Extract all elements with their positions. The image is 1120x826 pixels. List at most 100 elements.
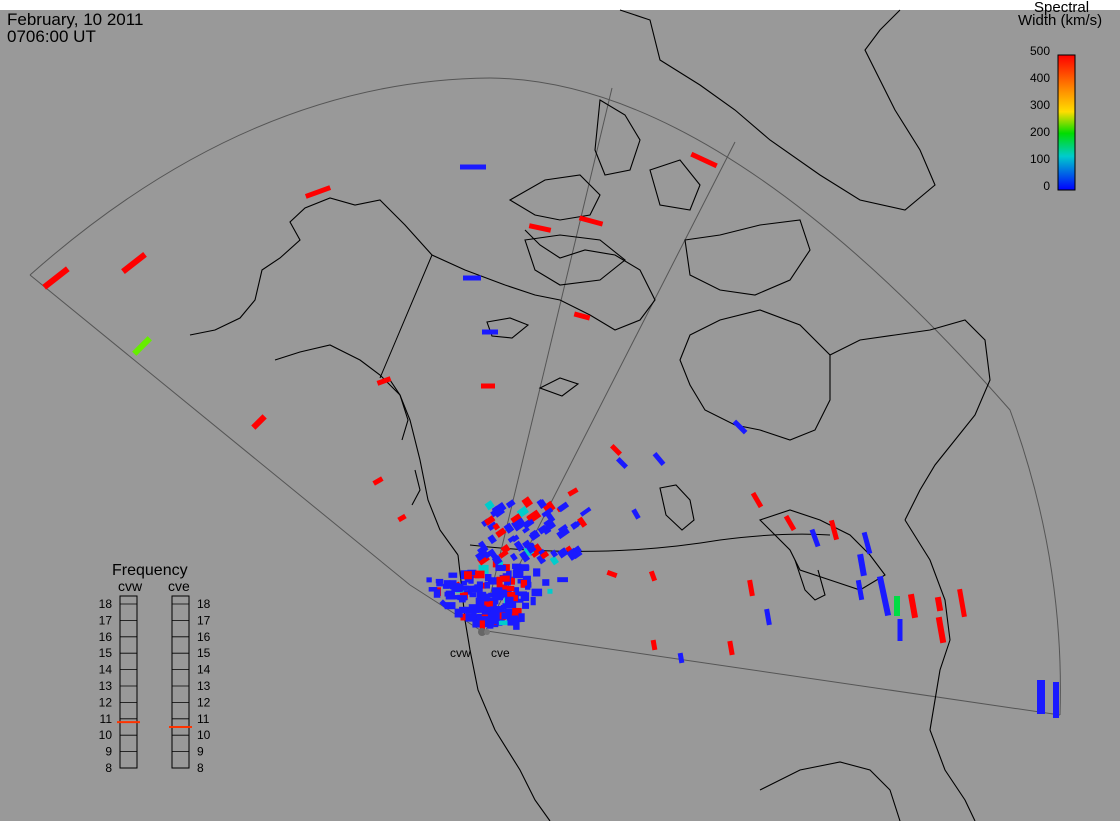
scatter-cell bbox=[504, 608, 515, 614]
frequency-tick-label: 12 bbox=[197, 695, 211, 709]
scatter-cell bbox=[510, 513, 522, 524]
scatter-cell bbox=[473, 614, 485, 624]
scatter-cell bbox=[489, 606, 498, 611]
scatter-cell bbox=[505, 612, 511, 618]
scatter-cell bbox=[507, 591, 516, 598]
scatter-cell bbox=[480, 616, 490, 625]
scatter-cell bbox=[525, 542, 537, 554]
frequency-tick-label: 17 bbox=[99, 613, 113, 627]
scatter-cell bbox=[536, 554, 547, 565]
frequency-tick-label: 13 bbox=[99, 679, 113, 693]
scatter-cell bbox=[541, 507, 554, 518]
scatter-cell bbox=[462, 608, 469, 614]
scatter-cell bbox=[492, 522, 501, 531]
scatter-cell bbox=[448, 572, 458, 578]
scatter-cell bbox=[934, 596, 944, 612]
scatter-cell bbox=[457, 585, 468, 591]
scatter-cell bbox=[501, 589, 511, 599]
colorbar-tick-label: 100 bbox=[1030, 152, 1050, 166]
scatter-cell bbox=[538, 498, 547, 508]
frequency-tick-label: 11 bbox=[100, 712, 113, 726]
scatter-cell bbox=[557, 501, 570, 513]
scatter-cell bbox=[727, 640, 735, 656]
scatter-cell bbox=[556, 526, 570, 540]
scatter-cell bbox=[861, 531, 873, 555]
scatter-cell bbox=[376, 376, 392, 386]
scatter-cell bbox=[458, 595, 468, 601]
scatter-cell bbox=[512, 607, 522, 615]
scatter-cell bbox=[511, 534, 520, 543]
scatter-cell bbox=[809, 528, 821, 548]
scatter-cell bbox=[372, 476, 384, 486]
scatter-cell bbox=[483, 606, 491, 614]
scatter-cell bbox=[488, 592, 498, 598]
scatter-cell bbox=[487, 577, 499, 585]
scatter-cell bbox=[690, 151, 718, 169]
scatter-cell bbox=[1053, 682, 1059, 718]
scatter-cell bbox=[648, 570, 658, 582]
colorbar-title-line2: Width (km/s) bbox=[1018, 12, 1103, 29]
scatter-cell bbox=[454, 608, 463, 618]
scatter-cell bbox=[480, 593, 490, 602]
scatter-cell bbox=[493, 619, 503, 625]
scatter-cell bbox=[897, 619, 903, 641]
scatter-cell bbox=[578, 215, 604, 227]
field-of-view-outline bbox=[29, 77, 1061, 716]
scatter-cell bbox=[764, 608, 772, 626]
scatter-cell bbox=[542, 500, 556, 514]
scatter-cell bbox=[467, 585, 478, 593]
scatter-cell bbox=[449, 583, 460, 590]
frequency-tick-label: 18 bbox=[197, 597, 211, 611]
scatter-cell bbox=[502, 564, 510, 571]
scatter-cell bbox=[451, 587, 462, 592]
radar-site-cve bbox=[484, 629, 490, 635]
scatter-cell bbox=[483, 515, 496, 526]
scatter-cell bbox=[522, 526, 530, 534]
scatter-cell bbox=[509, 552, 518, 562]
scatter-cell bbox=[650, 639, 658, 651]
scatter-cell bbox=[606, 569, 618, 579]
scatter-cell bbox=[631, 508, 641, 520]
scatter-cell bbox=[573, 311, 591, 321]
scatter-cell bbox=[732, 419, 748, 435]
scatter-cell bbox=[465, 613, 475, 622]
colorbar-title-line1: Spectral bbox=[1034, 0, 1090, 16]
scatter-cell bbox=[487, 621, 494, 629]
scatter-cell bbox=[500, 544, 511, 554]
scatter-cell bbox=[557, 524, 568, 534]
scatter-cell bbox=[464, 590, 472, 595]
scatter-cell bbox=[511, 595, 518, 602]
scatter-cell bbox=[525, 585, 531, 590]
scatter-cell bbox=[476, 581, 483, 589]
scatter-cell bbox=[464, 577, 471, 583]
scatter-cell bbox=[397, 513, 407, 523]
scatter-cell bbox=[489, 600, 497, 608]
scatter-cell bbox=[652, 452, 666, 466]
radar-label-cve: cve bbox=[491, 646, 510, 660]
frequency-tick-label: 11 bbox=[197, 712, 210, 726]
scatter-cell bbox=[495, 564, 506, 572]
frequency-tick-label: 9 bbox=[105, 745, 112, 759]
scatter-cell bbox=[540, 550, 550, 560]
scatter-cell bbox=[522, 576, 529, 583]
scatter-cell bbox=[1037, 680, 1045, 714]
scatter-cell bbox=[491, 587, 503, 595]
scatter-cell bbox=[876, 575, 892, 617]
scatter-cell bbox=[492, 591, 504, 601]
frequency-tick-label: 15 bbox=[197, 646, 211, 660]
scatter-cell bbox=[570, 521, 580, 530]
scatter-cell bbox=[579, 506, 592, 517]
scatter-cell bbox=[609, 443, 623, 457]
scatter-cell bbox=[484, 574, 492, 582]
scatter-cell bbox=[543, 518, 557, 531]
scatter-cell bbox=[443, 580, 451, 589]
scatter-cell bbox=[502, 603, 510, 608]
scatter-cell bbox=[549, 555, 559, 566]
scatter-cell bbox=[482, 329, 498, 335]
scatter-cell bbox=[444, 602, 456, 610]
scatter-cell bbox=[567, 487, 579, 497]
radar-site-cvw bbox=[478, 628, 486, 636]
scatter-cell bbox=[488, 548, 499, 560]
spectral-width-colorbar: 500 400 300 200 100 0 bbox=[1030, 44, 1076, 193]
time-label: 0706:00 UT bbox=[7, 27, 96, 46]
